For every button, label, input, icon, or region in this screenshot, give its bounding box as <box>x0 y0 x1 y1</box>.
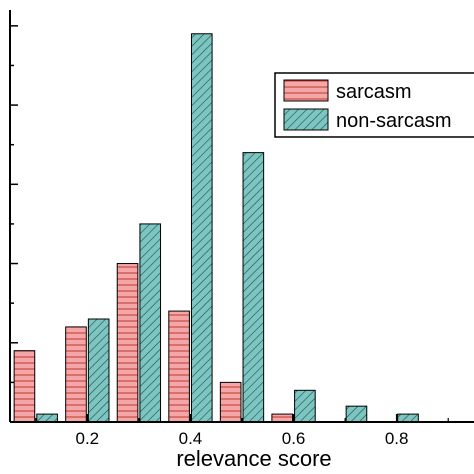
legend-label-non-sarcasm: non-sarcasm <box>336 110 452 132</box>
x-tick-label-0.6: 0.6 <box>282 429 306 448</box>
bar-sarcasm-0.3 <box>116 263 139 423</box>
x-axis-title: relevance score <box>176 446 331 471</box>
x-tick-label-0.4: 0.4 <box>179 429 203 448</box>
ticks-layer: 0.2 0.4 0.6 0.8 <box>10 25 449 448</box>
bar-sarcasm-0.5 <box>219 381 242 423</box>
bar-non-sarcasm-0.1 <box>36 413 58 423</box>
bars-layer <box>13 33 419 423</box>
bar-sarcasm-0.2 <box>65 326 87 423</box>
bar-non-sarcasm-0.8 <box>397 413 419 423</box>
legend-swatch-non-sarcasm <box>283 108 329 131</box>
x-tick-label-0.8: 0.8 <box>385 429 409 448</box>
legend-swatch-sarcasm <box>283 79 329 102</box>
bar-non-sarcasm-0.7 <box>345 405 368 423</box>
x-tick-label-0.2: 0.2 <box>76 429 100 448</box>
bar-non-sarcasm-0.6 <box>294 389 316 423</box>
bar-sarcasm-0.1 <box>13 350 36 423</box>
bar-sarcasm-0.6 <box>271 413 294 423</box>
bar-non-sarcasm-0.2 <box>87 318 110 423</box>
legend-label-sarcasm: sarcasm <box>336 81 412 103</box>
bar-non-sarcasm-0.3 <box>139 223 162 423</box>
legend: sarcasm non-sarcasm <box>274 72 474 138</box>
bar-non-sarcasm-0.4 <box>190 33 213 423</box>
bar-non-sarcasm-0.5 <box>242 152 265 423</box>
bar-sarcasm-0.4 <box>168 310 190 423</box>
